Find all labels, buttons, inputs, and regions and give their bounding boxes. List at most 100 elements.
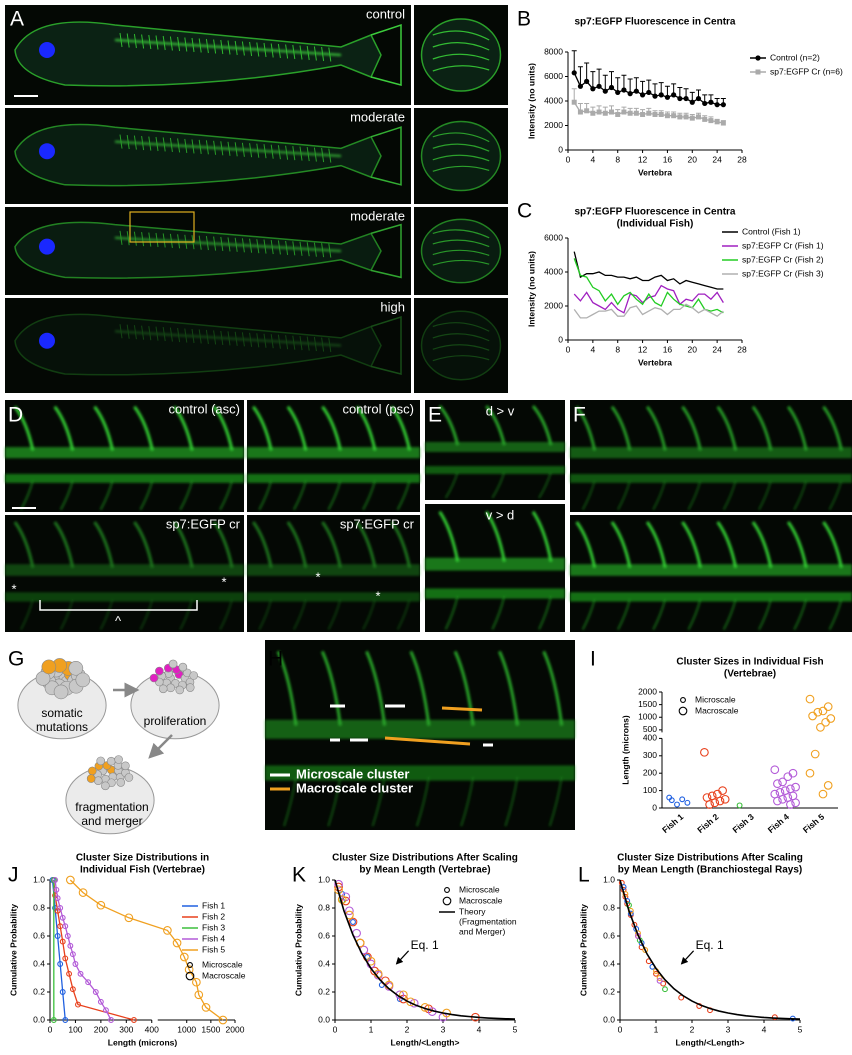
annotation-arrow xyxy=(680,950,695,965)
micrograph xyxy=(425,400,565,500)
marker xyxy=(652,111,658,117)
marker xyxy=(64,933,71,939)
neural-arch xyxy=(321,405,342,451)
marker xyxy=(103,1007,109,1014)
marker xyxy=(596,109,602,115)
fish-rib xyxy=(205,236,209,251)
fish-rib xyxy=(241,238,245,253)
centra-band xyxy=(5,473,244,483)
caret: ^ xyxy=(115,613,122,628)
step-label: somatic xyxy=(41,706,82,720)
haemal-arch xyxy=(581,480,596,511)
legend-label: Microscale xyxy=(202,959,243,969)
haemal-arch xyxy=(283,776,297,827)
marker xyxy=(714,119,720,125)
marker xyxy=(62,955,69,962)
marker xyxy=(664,113,670,119)
fish-outline xyxy=(14,313,382,376)
branchiostegal-ray xyxy=(432,259,490,266)
legend-label: Microscale cluster xyxy=(296,766,409,781)
panel-label: E xyxy=(428,404,442,427)
branchiostegal-ray xyxy=(432,65,490,72)
fish-rib xyxy=(270,239,274,255)
y-tick-label: 400 xyxy=(643,733,657,743)
fish-rib xyxy=(292,335,296,350)
neural-arch xyxy=(716,521,738,568)
fish-rib xyxy=(184,37,188,52)
fish-fin xyxy=(370,315,402,375)
centra-band xyxy=(570,473,852,483)
y-tick-label: 300 xyxy=(643,750,657,760)
x-tick-label: 2 xyxy=(405,1024,410,1034)
error-bar xyxy=(602,74,608,92)
haemal-arch xyxy=(758,598,772,631)
marker xyxy=(620,884,627,890)
fish-rib xyxy=(321,337,325,352)
y-tick-label: 0.8 xyxy=(603,902,615,912)
haemal-arch xyxy=(538,595,552,630)
marker xyxy=(771,1014,778,1021)
marker xyxy=(677,114,683,120)
fish-rib xyxy=(241,142,245,157)
marker xyxy=(590,86,596,92)
y-tick-label: 0.6 xyxy=(318,930,330,940)
panel-a-label: moderate xyxy=(350,109,405,124)
marker xyxy=(54,933,61,939)
fish-spine xyxy=(114,236,342,252)
series-line xyxy=(334,879,516,1020)
chart: Cluster Size Distributions inIndividual … xyxy=(8,853,245,1048)
neural-arch xyxy=(786,405,808,451)
x-tick-label: 100 xyxy=(68,1024,82,1034)
marker xyxy=(689,99,695,105)
haemal-arch xyxy=(538,471,552,499)
legend-label: Microscale xyxy=(695,694,736,704)
legend-label: sp7:EGFP Cr (n=6) xyxy=(770,66,843,76)
cell xyxy=(189,671,198,680)
marker xyxy=(50,1017,57,1023)
marker xyxy=(823,702,833,711)
centra-band xyxy=(265,719,575,739)
haemal-arch xyxy=(687,480,702,511)
legend-label: Theory xyxy=(459,906,486,916)
marker xyxy=(720,794,730,804)
centra-band xyxy=(247,564,420,576)
marker xyxy=(52,877,59,883)
centra-band xyxy=(247,473,420,483)
fish-image xyxy=(5,298,411,393)
marker xyxy=(608,84,615,91)
x-tick-label: 3 xyxy=(726,1024,731,1034)
fish-rib xyxy=(285,335,289,350)
neural-arch xyxy=(531,510,553,562)
y-axis-label: Length (microns) xyxy=(620,715,630,785)
legend-label: Macroscale xyxy=(202,970,246,980)
fish-rib xyxy=(306,45,310,61)
fish-rib xyxy=(321,243,325,258)
x-tick-label: 2000 xyxy=(226,1024,245,1034)
haemal-arch xyxy=(828,598,843,631)
fish-rib xyxy=(148,232,152,247)
neural-arch xyxy=(498,650,519,726)
marker xyxy=(185,971,195,981)
y-tick-label: 0 xyxy=(558,144,563,154)
legend-label: sp7:EGFP Cr (Fish 1) xyxy=(742,240,824,250)
marker xyxy=(65,875,75,885)
fish-rib xyxy=(277,334,281,349)
marker xyxy=(770,765,780,775)
panel-d-label: control (psc) xyxy=(342,401,414,416)
haemal-arch xyxy=(793,598,808,631)
y-tick-label: 0.2 xyxy=(603,986,615,996)
marker xyxy=(72,961,79,967)
centra-band xyxy=(247,447,420,459)
branchiostegal-ray xyxy=(432,42,490,51)
panel-label: I xyxy=(590,648,596,671)
marker xyxy=(57,905,64,911)
y-axis-label: Cumulative Probability xyxy=(293,904,303,996)
cell xyxy=(178,662,188,672)
fish-rib xyxy=(241,41,245,56)
y-axis-label: Cumulative Probability xyxy=(578,904,588,996)
marker xyxy=(172,938,182,948)
fish-rib xyxy=(256,239,260,254)
marker xyxy=(584,78,590,84)
fish-rib xyxy=(285,44,289,59)
fish-rib xyxy=(306,147,310,162)
